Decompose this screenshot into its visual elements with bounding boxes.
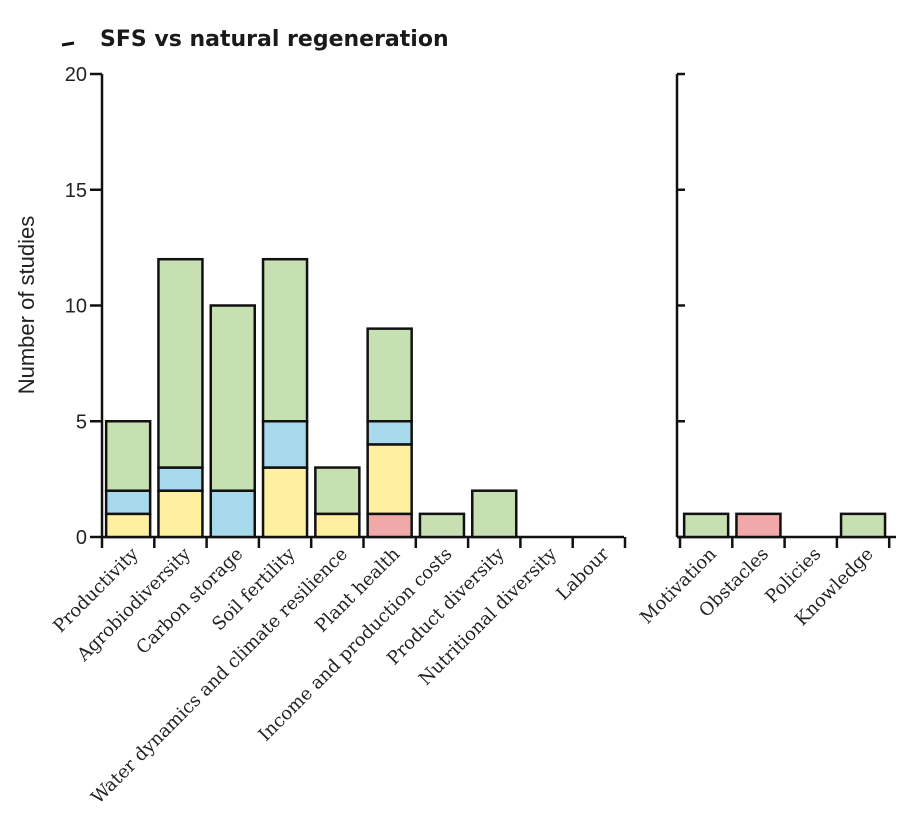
bar-segment bbox=[209, 489, 256, 539]
bar-segment bbox=[366, 327, 413, 423]
bar-segment bbox=[735, 512, 782, 539]
bar-segment bbox=[682, 512, 730, 539]
bar-segment bbox=[157, 489, 204, 539]
bar-segment bbox=[157, 257, 204, 469]
bar-segment bbox=[104, 420, 152, 492]
bar-segment bbox=[314, 466, 361, 516]
y-axis-label: Number of studies bbox=[14, 216, 39, 395]
bar-segment bbox=[261, 466, 309, 539]
bar-segment bbox=[104, 489, 152, 516]
bar-segment bbox=[209, 304, 256, 492]
chart-title: SFS vs natural regeneration bbox=[100, 27, 449, 52]
bar-segment bbox=[839, 512, 887, 539]
category-label: Income and production costs bbox=[255, 544, 457, 746]
y-tick-label: 0 bbox=[76, 527, 87, 549]
bar-segment bbox=[104, 512, 152, 539]
y-tick-label: 10 bbox=[65, 296, 87, 318]
title-marker bbox=[61, 41, 75, 47]
bar-segment bbox=[418, 512, 466, 539]
bar-segment bbox=[366, 512, 413, 539]
bar-segment bbox=[314, 512, 361, 539]
bar-segment bbox=[261, 257, 309, 423]
bar-segment bbox=[471, 489, 518, 539]
bar-segment bbox=[157, 466, 204, 492]
category-label: Labour bbox=[552, 543, 613, 604]
y-tick-label: 5 bbox=[76, 411, 87, 433]
bar-segment bbox=[261, 420, 309, 469]
bar-segment bbox=[366, 420, 413, 446]
chart-panels: 05101520ProductivityAgrobiodiversityCarb… bbox=[49, 64, 896, 808]
bar-segment bbox=[366, 443, 413, 516]
y-tick-label: 15 bbox=[65, 180, 87, 202]
panel-1: 05101520ProductivityAgrobiodiversityCarb… bbox=[49, 64, 627, 808]
y-tick-label: 20 bbox=[65, 64, 87, 86]
